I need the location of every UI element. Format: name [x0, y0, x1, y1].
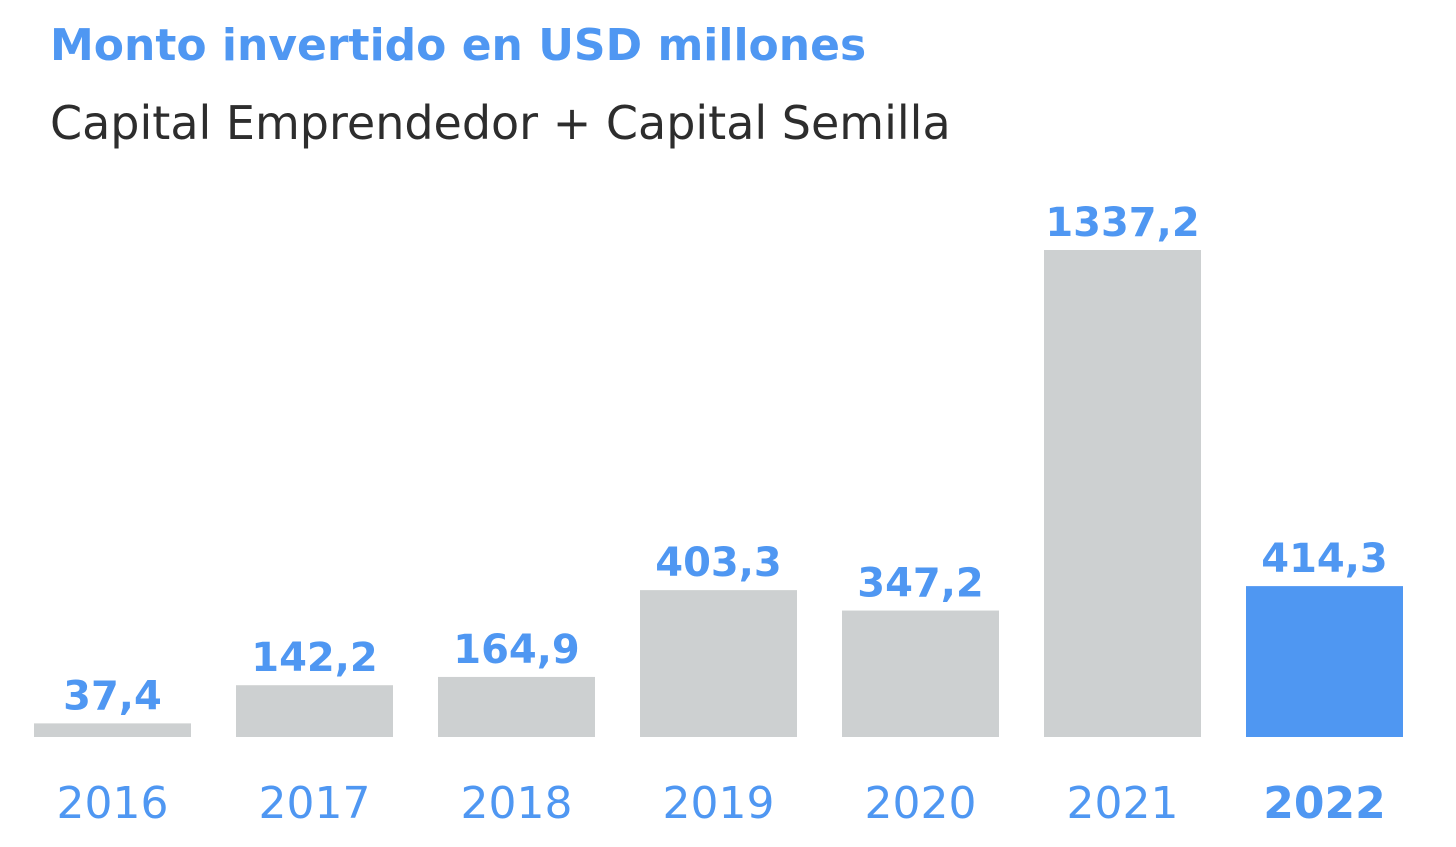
x-tick-2018: 2018 [461, 778, 573, 829]
data-label-2022: 414,3 [1261, 536, 1388, 582]
bar-2021 [1044, 250, 1201, 737]
x-tick-2022: 2022 [1263, 778, 1385, 829]
data-label-2017: 142,2 [251, 635, 378, 681]
x-tick-2019: 2019 [663, 778, 775, 829]
data-label-2019: 403,3 [655, 540, 782, 586]
bar-2019 [640, 590, 797, 737]
bar-2016 [34, 723, 191, 737]
data-label-2021: 1337,2 [1045, 200, 1199, 246]
chart-subtitle: Capital Emprendedor + Capital Semilla [50, 96, 951, 150]
bar-2017 [236, 685, 393, 737]
data-label-2016: 37,4 [63, 673, 162, 719]
bar-2022 [1246, 586, 1403, 737]
bar-2018 [438, 676, 595, 737]
x-tick-2016: 2016 [57, 778, 169, 829]
bar-2020 [842, 610, 999, 737]
x-tick-2020: 2020 [865, 778, 977, 829]
data-label-2018: 164,9 [453, 627, 580, 673]
chart-title: Monto invertido en USD millones [50, 20, 867, 71]
x-tick-2017: 2017 [259, 778, 371, 829]
data-label-2020: 347,2 [857, 561, 984, 607]
x-tick-2021: 2021 [1067, 778, 1179, 829]
